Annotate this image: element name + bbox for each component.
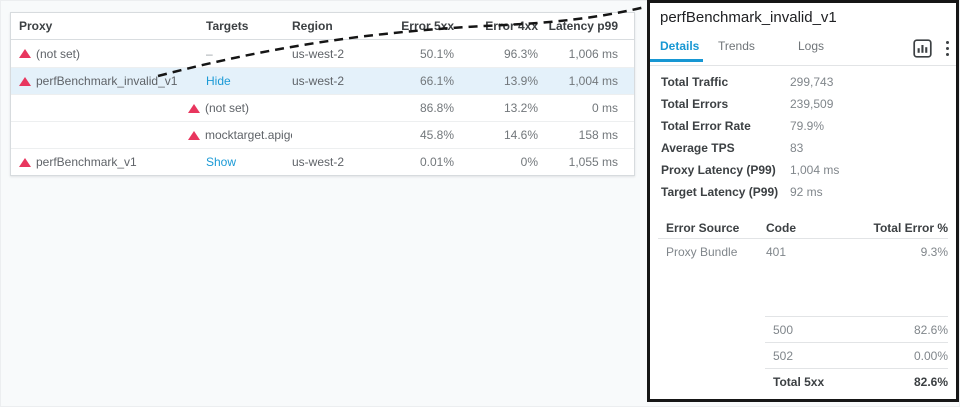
- active-tab-underline: [650, 59, 703, 62]
- region-value: us-west-2: [292, 46, 345, 61]
- proxy-name: (not set): [36, 46, 81, 61]
- details-list: Total Traffic 299,743 Total Errors 239,5…: [661, 71, 948, 203]
- show-targets-link[interactable]: Show: [206, 155, 237, 169]
- detail-label: Target Latency (P99): [661, 185, 779, 199]
- error-5xx-breakdown: 500 82.6% 502 0.00% Total 5xx 82.6%: [765, 316, 948, 394]
- error-4xx-value: 96.3%: [503, 46, 538, 61]
- no-targets-dash: –: [206, 46, 213, 61]
- proxy-monitoring-table: Proxy Targets Region Error 5xx Error 4xx…: [10, 12, 635, 176]
- target-subrow-mocktarget[interactable]: mocktarget.apigee.net 45.8% 14.6% 158 ms: [11, 121, 634, 148]
- target-name: (not set): [205, 101, 250, 115]
- column-header-latency-p99: Latency p99: [548, 19, 618, 33]
- error-5xx-value: 86.8%: [419, 101, 454, 115]
- warning-triangle-icon: [188, 103, 200, 113]
- detail-value: 239,509: [790, 97, 834, 111]
- bar-chart-icon[interactable]: [913, 39, 932, 58]
- detail-label: Total Traffic: [661, 75, 729, 89]
- error-5xx-value: 0.01%: [419, 155, 454, 169]
- error-pct-value: 0.00%: [913, 348, 948, 363]
- column-header-region: Region: [292, 19, 333, 33]
- detail-value: 79.9%: [790, 119, 825, 133]
- error-total-label: Total 5xx: [773, 374, 825, 389]
- table-header-row: Proxy Targets Region Error 5xx Error 4xx…: [11, 13, 634, 40]
- table-row-not-set[interactable]: (not set) – us-west-2 50.1% 96.3% 1,006 …: [11, 40, 634, 67]
- warning-triangle-icon: [19, 49, 31, 58]
- proxy-name: perfBenchmark_v1: [36, 155, 137, 169]
- error-code-value: 500: [773, 322, 794, 337]
- detail-value: 83: [790, 141, 804, 155]
- error-row-total-5xx: Total 5xx 82.6%: [765, 368, 948, 394]
- latency-p99-value: 1,055 ms: [568, 155, 618, 169]
- error-5xx-value: 45.8%: [419, 128, 454, 142]
- error-4xx-value: 14.6%: [503, 128, 538, 142]
- detail-value: 299,743: [790, 75, 834, 89]
- detail-value: 1,004 ms: [790, 163, 840, 177]
- column-header-error-source: Error Source: [666, 220, 740, 235]
- detail-label: Average TPS: [661, 141, 735, 155]
- tab-details[interactable]: Details: [660, 39, 700, 53]
- kebab-menu-icon[interactable]: [941, 40, 953, 57]
- column-header-code: Code: [766, 220, 796, 235]
- proxy-detail-panel: perfBenchmark_invalid_v1 Details Trends …: [647, 0, 959, 402]
- error-row-502: 502 0.00%: [765, 342, 948, 368]
- warning-triangle-icon: [19, 157, 31, 167]
- column-header-total-error-pct: Total Error %: [873, 220, 948, 235]
- latency-p99-value: 0 ms: [591, 101, 618, 115]
- latency-p99-value: 1,006 ms: [568, 46, 618, 61]
- detail-label: Total Error Rate: [661, 119, 751, 133]
- tabs-divider: [650, 65, 956, 66]
- warning-triangle-icon: [188, 130, 200, 140]
- latency-p99-value: 158 ms: [578, 128, 618, 142]
- error-pct-value: 9.3%: [920, 245, 948, 259]
- latency-p99-value: 1,004 ms: [568, 74, 618, 88]
- panel-tabs: Details Trends Logs: [650, 39, 956, 61]
- detail-row: Proxy Latency (P99) 1,004 ms: [661, 159, 948, 181]
- error-table-header: Error Source Code Total Error %: [658, 219, 948, 239]
- target-name: mocktarget.apigee.net: [205, 128, 292, 142]
- detail-row: Total Errors 239,509: [661, 93, 948, 115]
- error-4xx-value: 13.9%: [503, 74, 538, 88]
- hide-targets-link[interactable]: Hide: [206, 74, 231, 88]
- error-pct-value: 82.6%: [913, 322, 948, 337]
- column-header-error-5xx: Error 5xx: [401, 19, 454, 33]
- error-source-value: Proxy Bundle: [666, 245, 738, 259]
- region-value: us-west-2: [292, 74, 345, 88]
- detail-row: Total Traffic 299,743: [661, 71, 948, 93]
- error-row-500: 500 82.6%: [765, 316, 948, 342]
- detail-row: Total Error Rate 79.9%: [661, 115, 948, 137]
- detail-row: Target Latency (P99) 92 ms: [661, 181, 948, 203]
- error-row-proxy-bundle: Proxy Bundle 401 9.3%: [658, 239, 948, 265]
- detail-row: Average TPS 83: [661, 137, 948, 159]
- tab-logs[interactable]: Logs: [798, 39, 825, 53]
- error-4xx-value: 0%: [520, 155, 538, 169]
- detail-label: Total Errors: [661, 97, 729, 111]
- warning-triangle-icon: [19, 76, 31, 86]
- error-total-pct: 82.6%: [913, 374, 948, 389]
- error-source-table: Error Source Code Total Error % Proxy Bu…: [658, 219, 948, 265]
- error-code-value: 401: [766, 245, 787, 259]
- proxy-name: perfBenchmark_invalid_v1: [36, 74, 178, 88]
- region-value: us-west-2: [292, 155, 345, 169]
- column-header-proxy: Proxy: [19, 19, 53, 33]
- column-header-error-4xx: Error 4xx: [485, 19, 538, 33]
- panel-title: perfBenchmark_invalid_v1: [660, 9, 837, 26]
- target-subrow-not-set[interactable]: (not set) 86.8% 13.2% 0 ms: [11, 94, 634, 121]
- error-4xx-value: 13.2%: [503, 101, 538, 115]
- table-row-perfbenchmark-v1[interactable]: perfBenchmark_v1 Show us-west-2 0.01% 0%…: [11, 148, 634, 175]
- detail-label: Proxy Latency (P99): [661, 163, 776, 177]
- table-row-perfbenchmark-invalid-v1[interactable]: perfBenchmark_invalid_v1 Hide us-west-2 …: [11, 67, 634, 94]
- error-code-value: 502: [773, 348, 794, 363]
- column-header-targets: Targets: [206, 19, 249, 33]
- error-5xx-value: 50.1%: [419, 46, 454, 61]
- error-5xx-value: 66.1%: [419, 74, 454, 88]
- tab-trends[interactable]: Trends: [718, 39, 755, 53]
- detail-value: 92 ms: [790, 185, 823, 199]
